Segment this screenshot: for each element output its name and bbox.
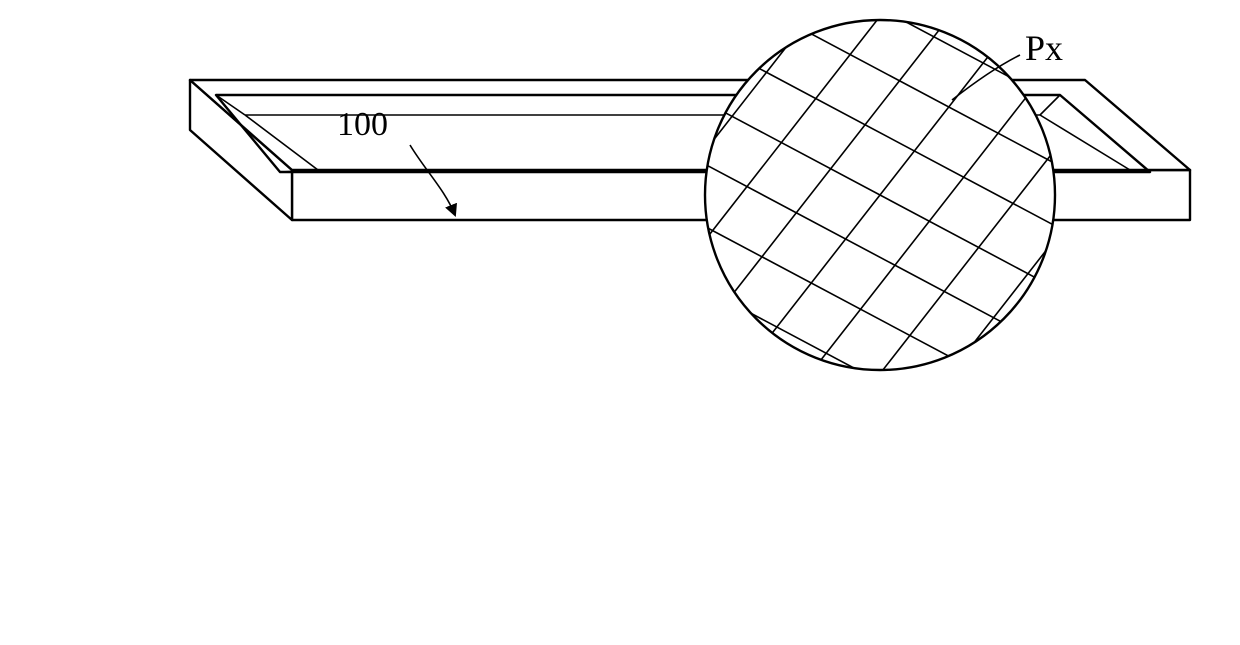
figure-svg: 100 Px — [0, 0, 1240, 645]
px-label: Px — [1025, 28, 1063, 68]
ref-number-label: 100 — [337, 106, 388, 143]
